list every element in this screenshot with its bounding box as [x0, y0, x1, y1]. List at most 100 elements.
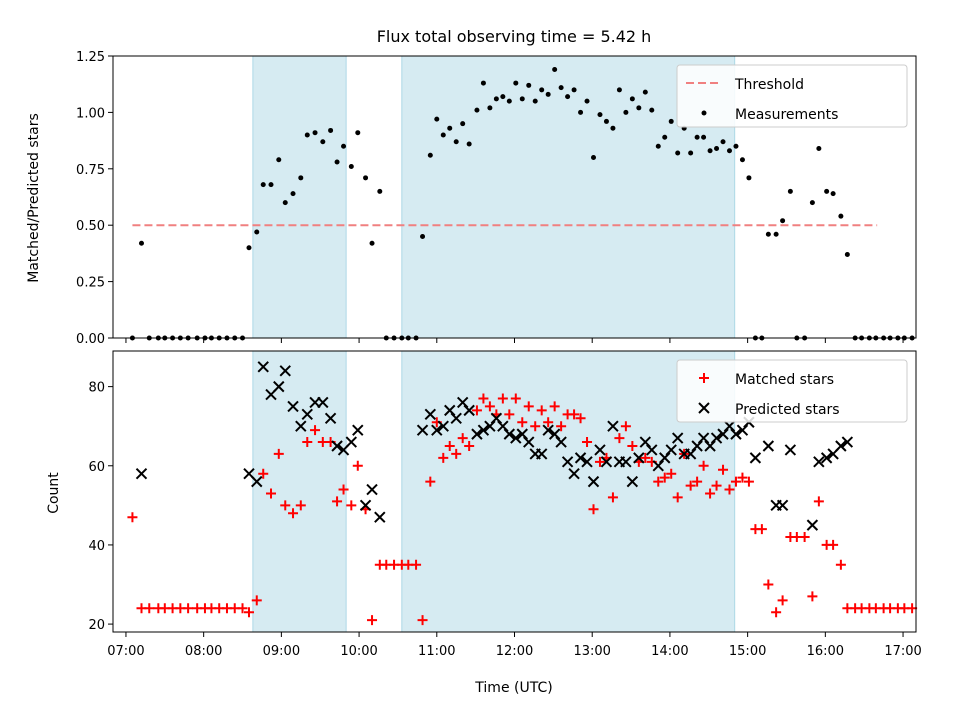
matched-stars-point [266, 488, 277, 499]
predicted-stars-point [555, 436, 567, 448]
matched-stars-point [517, 417, 528, 428]
bottom-y-axis-label: Count [46, 472, 62, 514]
predicted-stars-point [490, 412, 503, 424]
measurement-point [844, 252, 850, 258]
measurement-point [636, 105, 642, 111]
measurement-point [739, 157, 745, 163]
predicted-stars-point [704, 440, 716, 452]
measurement-point [519, 96, 525, 102]
matched-stars-point [183, 603, 194, 614]
measurement-point [780, 218, 786, 224]
legend-measurements-swatch [701, 110, 707, 116]
predicted-stars-point [437, 420, 449, 432]
predicted-stars-point [484, 420, 496, 432]
x-tick-label: 07:00 [107, 644, 144, 659]
top-chart-title: Flux total observing time = 5.42 h [377, 27, 652, 46]
measurement-point [578, 109, 584, 115]
measurement-point [304, 132, 310, 138]
measurement-point [603, 118, 609, 124]
x-axis-label: Time (UTC) [474, 680, 552, 696]
predicted-stars-point [456, 396, 469, 409]
matched-stars-point [530, 421, 541, 432]
measurement-point [348, 164, 354, 170]
matched-stars-point [763, 579, 774, 590]
measurement-point [545, 91, 551, 97]
predicted-stars-point [665, 444, 677, 456]
matched-stars-point [484, 401, 495, 412]
measurement-point [623, 109, 629, 115]
top-y-tick-label: 0.00 [76, 332, 105, 347]
measurement-point [809, 200, 815, 206]
matched-stars-point [438, 452, 449, 463]
matched-stars-point [332, 496, 343, 507]
measurement-point [466, 141, 472, 147]
predicted-stars-point [841, 436, 854, 448]
measurement-point [328, 127, 334, 133]
measurement-point [655, 143, 661, 149]
top-shaded-interval [252, 55, 347, 339]
matched-stars-point [756, 524, 767, 535]
measurement-point [694, 134, 700, 140]
measurement-point [434, 116, 440, 122]
measurement-point [552, 67, 558, 73]
measurement-point [440, 132, 446, 138]
top-panel: 0.00 0.25 0.50 0.75 1.00 1.25 Threshold Measure… [76, 50, 917, 347]
predicted-stars-point [652, 460, 664, 472]
measurement-point [558, 85, 564, 91]
measurement-point [675, 150, 681, 156]
x-tick-label: 08:00 [185, 644, 222, 659]
predicted-stars-point [710, 432, 723, 444]
predicted-stars-point [607, 420, 619, 432]
predicted-stars-point [659, 452, 671, 464]
predicted-stars-point [331, 440, 343, 452]
matched-stars-point [510, 393, 521, 404]
bottom-y-tick-label: 40 [88, 539, 105, 554]
predicted-stars-point [497, 420, 509, 432]
predicted-stars-point [279, 365, 291, 377]
matched-stars-point [640, 452, 651, 463]
measurement-point [480, 80, 486, 86]
measurement-point [616, 87, 622, 93]
bottom-shaded-interval [252, 350, 347, 633]
predicted-stars-point [806, 519, 819, 531]
x-tick-label: 13:00 [573, 644, 610, 659]
bottom-y-tick-label: 80 [88, 381, 105, 396]
matched-stars-point [771, 607, 782, 618]
bottom-legend-box [676, 359, 908, 423]
matched-stars-point [907, 603, 918, 614]
matched-stars-point [705, 488, 716, 499]
measurement-point [773, 231, 779, 237]
predicted-stars-point [251, 475, 263, 488]
measurement-point [787, 188, 793, 194]
measurement-point [714, 145, 720, 151]
matched-stars-point [288, 508, 299, 519]
predicted-stars-point [646, 444, 658, 456]
measurement-point [668, 118, 674, 124]
measurement-point [369, 240, 375, 246]
bottom-y-tick-label: 60 [88, 460, 105, 475]
measurement-point [506, 98, 512, 104]
top-legend-label: Measurements [735, 107, 838, 123]
measurement-point [420, 233, 426, 239]
x-tick-label: 15:00 [729, 644, 766, 659]
predicted-stars-point [730, 428, 742, 440]
x-tick-label: 12:00 [496, 644, 533, 659]
measurement-point [363, 175, 369, 181]
matched-stars-point [813, 496, 824, 507]
measurement-point [290, 191, 296, 197]
predicted-stars-point [587, 475, 600, 488]
matched-stars-point [737, 472, 748, 483]
measurement-point [765, 231, 771, 237]
predicted-stars-point [762, 440, 775, 452]
x-tick-label: 16:00 [807, 644, 844, 659]
predicted-stars-point [516, 428, 528, 440]
predicted-stars-point [671, 432, 684, 444]
matched-stars-point [504, 409, 515, 420]
predicted-stars-point [374, 511, 386, 523]
matched-stars-point [730, 476, 741, 487]
matched-stars-point [543, 417, 554, 428]
predicted-stars-point [287, 400, 299, 413]
matched-stars-point [425, 476, 436, 487]
predicted-stars-point [813, 456, 825, 468]
